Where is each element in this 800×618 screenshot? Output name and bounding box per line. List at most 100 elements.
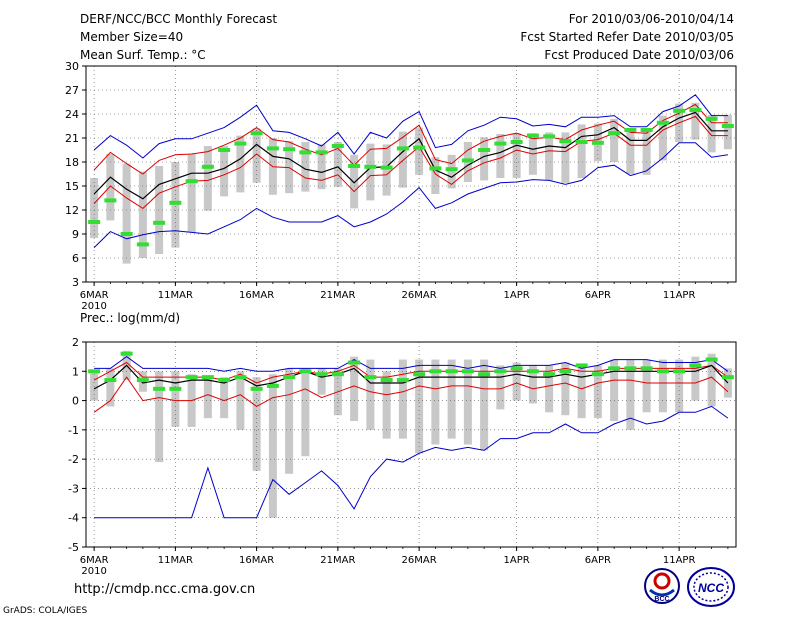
produced-date: Fcst Produced Date 2010/03/06 [544, 48, 734, 62]
spread-bar [415, 127, 424, 175]
observed-marker [689, 363, 702, 368]
forecast-period: For 2010/03/06-2010/04/14 [568, 12, 734, 26]
spread-bar [350, 154, 359, 209]
y-tick-label: 1 [72, 365, 79, 378]
x-tick-label: 6MAR [80, 290, 109, 301]
observed-marker [315, 150, 328, 155]
year-label: 2010 [81, 301, 106, 312]
observed-marker [348, 360, 361, 365]
observed-marker [234, 141, 247, 146]
y-tick-label: 15 [65, 180, 79, 193]
spread-bar [252, 377, 261, 471]
observed-marker [250, 386, 263, 391]
spread-bar [691, 102, 700, 140]
observed-marker [608, 366, 621, 371]
observed-marker [413, 372, 426, 377]
x-tick-label: 6MAR [80, 555, 109, 566]
observed-marker [331, 372, 344, 377]
spread-bar [561, 132, 570, 183]
observed-marker [364, 375, 377, 380]
observed-marker [201, 164, 214, 169]
y-tick-label: -1 [68, 424, 79, 437]
spread-bar [398, 359, 407, 439]
spread-bar [382, 144, 391, 196]
observed-marker [461, 158, 474, 163]
observed-marker [136, 242, 149, 247]
spread-bar [285, 368, 294, 474]
spread-bar [236, 135, 245, 193]
ncc-logo: NCC [687, 567, 735, 607]
observed-marker [689, 108, 702, 112]
observed-marker [185, 375, 198, 380]
observed-marker [413, 145, 426, 150]
y-tick-label: -3 [68, 482, 79, 495]
observed-marker [510, 140, 523, 144]
bcc-logo-text: BCC [654, 596, 669, 603]
x-tick-label: 11MAR [158, 290, 193, 301]
observed-marker [510, 366, 523, 371]
y-tick-label: -2 [68, 453, 79, 466]
observed-marker [396, 378, 409, 383]
observed-marker [380, 378, 393, 383]
member-size: Member Size=40 [80, 30, 184, 44]
observed-marker [169, 200, 182, 205]
chart-title: DERF/NCC/BCC Monthly Forecast [80, 12, 278, 26]
y-tick-label: 2 [72, 336, 79, 349]
x-tick-label: 1APR [504, 555, 530, 566]
x-tick-label: 11MAR [158, 555, 193, 566]
spread-bar [610, 359, 619, 422]
observed-marker [624, 366, 637, 371]
y-tick-label: 3 [72, 276, 79, 289]
spread-bar [171, 371, 180, 427]
spread-bar [593, 365, 602, 419]
observed-marker [348, 164, 361, 168]
spread-bar [317, 368, 326, 395]
x-tick-label: 6APR [585, 290, 611, 301]
series-line-lower [93, 115, 728, 210]
observed-marker [136, 378, 149, 383]
observed-marker [575, 140, 588, 144]
observed-marker [673, 369, 686, 374]
spread-bar [220, 377, 229, 419]
spread-bar [106, 154, 115, 221]
variable-label: Mean Surf. Temp.: °C [80, 48, 206, 62]
observed-marker [673, 108, 686, 113]
observed-marker [185, 179, 198, 184]
series-line-mean [93, 364, 729, 390]
x-tick-label: 11APR [663, 555, 696, 566]
observed-marker [234, 375, 247, 380]
observed-marker [526, 369, 539, 374]
spread-bar [675, 359, 684, 413]
precip-label: Prec.: log(mm/d) [80, 311, 181, 325]
spread-bar [626, 359, 635, 430]
series-line-max [93, 94, 728, 159]
observed-marker [591, 372, 604, 377]
spread-bar [512, 362, 521, 401]
spread-bar [642, 359, 651, 413]
observed-marker [104, 378, 117, 383]
spread-bar [155, 166, 164, 254]
spread-bar [626, 130, 635, 174]
series-line-upper [93, 361, 729, 384]
spread-bar [707, 114, 716, 153]
source-url[interactable]: http://cmdp.ncc.cma.gov.cn [74, 582, 256, 597]
spread-bar [90, 371, 99, 401]
x-tick-label: 6APR [585, 555, 611, 566]
x-tick-label: 26MAR [402, 290, 437, 301]
observed-marker [315, 372, 328, 377]
spread-bar [155, 371, 164, 463]
y-tick-label: 18 [65, 156, 79, 169]
observed-marker [201, 375, 214, 380]
observed-marker [559, 139, 572, 144]
spread-bar [122, 163, 131, 264]
spread-bar [545, 365, 554, 413]
spread-bar [480, 359, 489, 451]
spread-bar [577, 124, 586, 178]
observed-marker [396, 146, 409, 151]
spread-bar [447, 359, 456, 439]
observed-marker [299, 369, 312, 374]
observed-marker [721, 124, 734, 128]
spread-bar [366, 143, 375, 201]
x-tick-label: 21MAR [320, 290, 355, 301]
y-tick-label: 6 [72, 252, 79, 265]
